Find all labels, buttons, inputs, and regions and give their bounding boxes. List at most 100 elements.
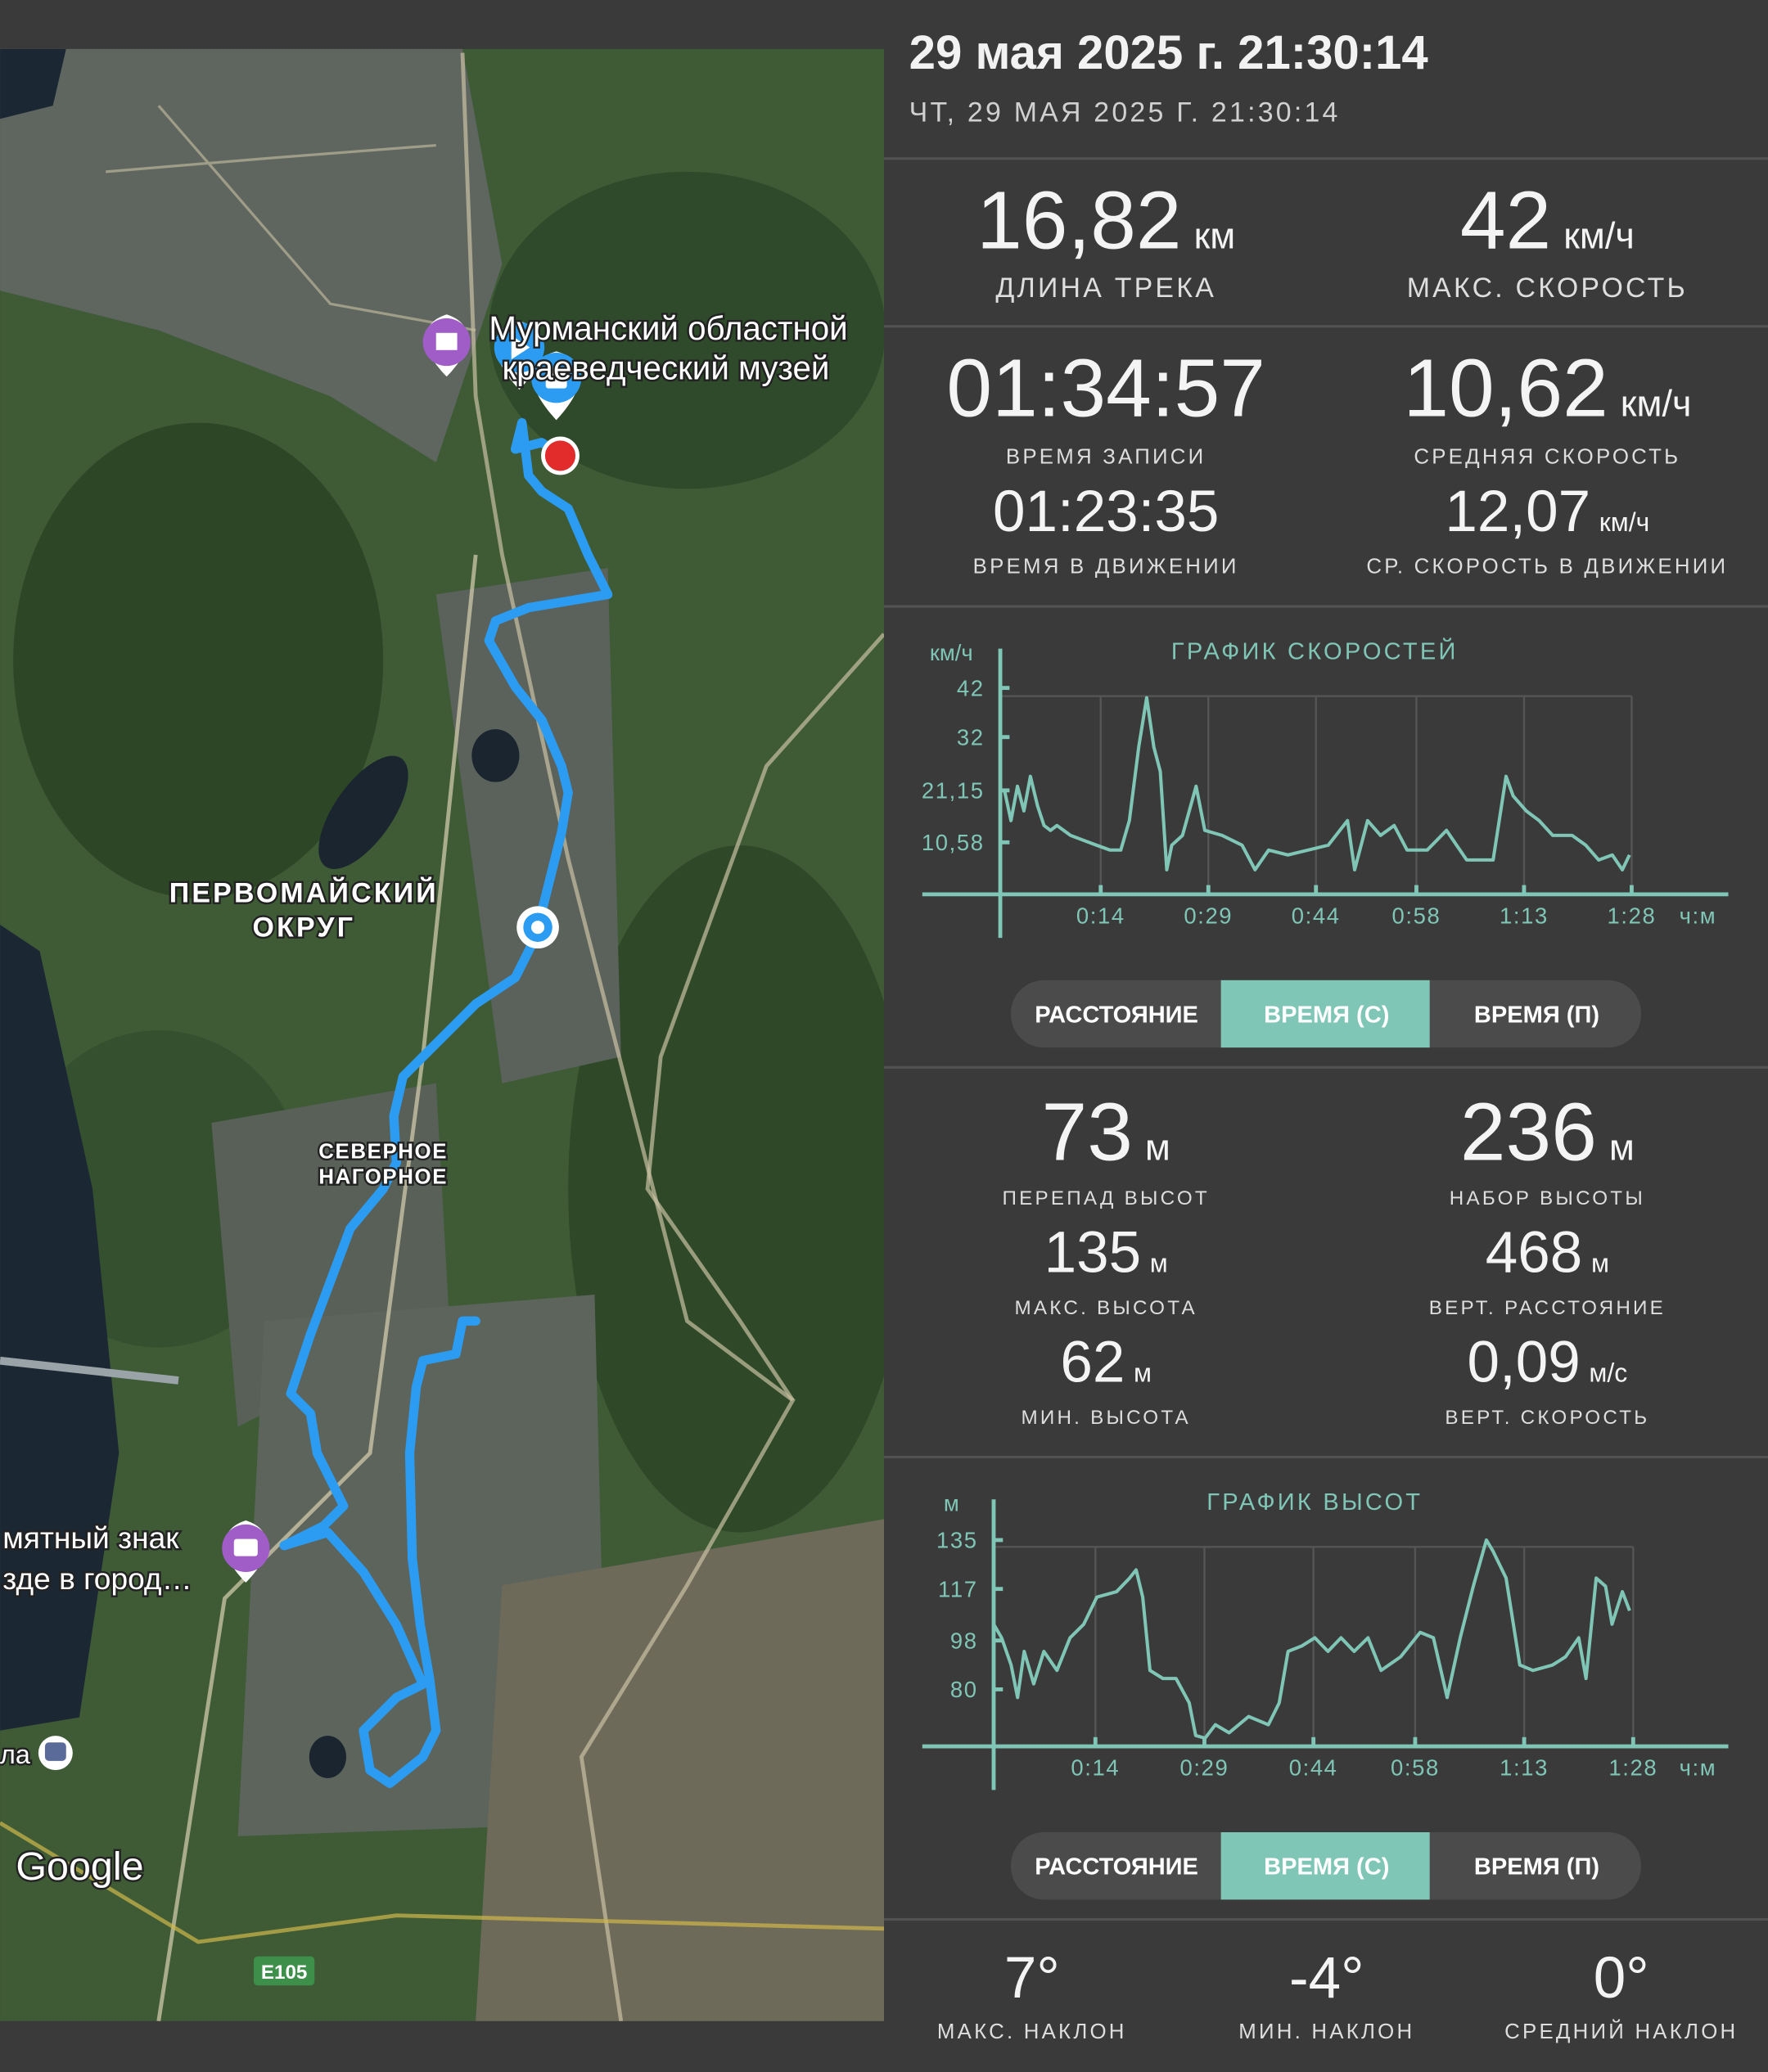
stat-value: 01:34:57 bbox=[946, 342, 1265, 434]
y-tick-label: 32 bbox=[957, 724, 985, 750]
end-pin[interactable] bbox=[530, 351, 582, 421]
map-label: зде в город… bbox=[2, 1561, 192, 1596]
x-tick-label: 1:13 bbox=[1500, 1755, 1549, 1781]
toggle-option[interactable]: РАССТОЯНИЕ bbox=[1035, 1854, 1198, 1881]
chart-title: ГРАФИК ВЫСОТ bbox=[1206, 1489, 1423, 1516]
stat-label: МАКС. СКОРОСТЬ bbox=[1407, 273, 1688, 304]
x-tick-label: 0:44 bbox=[1292, 903, 1341, 928]
stat-label: МАКС. ВЫСОТА bbox=[1015, 1297, 1197, 1319]
stat-unit: м bbox=[1134, 1358, 1152, 1388]
stat-value: 16,82 км bbox=[976, 174, 1235, 266]
stat-value: 42 км/ч bbox=[1460, 174, 1635, 266]
y-tick-label: 21,15 bbox=[922, 778, 985, 804]
stat-number: 12,07 bbox=[1445, 480, 1590, 544]
x-tick-label: 1:28 bbox=[1608, 1755, 1658, 1781]
x-tick-label: 1:13 bbox=[1500, 903, 1549, 928]
y-tick-label: 80 bbox=[950, 1677, 978, 1702]
stat-number: 468 bbox=[1486, 1221, 1582, 1286]
toggle-active bbox=[1220, 1832, 1430, 1900]
stat-value: 73 м bbox=[1042, 1086, 1170, 1178]
map-label: ОКРУГ bbox=[253, 912, 356, 944]
data-line bbox=[992, 1538, 1631, 1741]
stat-number: 16,82 bbox=[976, 174, 1181, 266]
stat-unit: км/ч bbox=[1563, 214, 1635, 256]
x-axis-label: ч:м bbox=[1680, 1755, 1717, 1781]
stat-label: ВРЕМЯ В ДВИЖЕНИИ bbox=[973, 556, 1239, 579]
stat-value: 236 м bbox=[1460, 1086, 1635, 1178]
stat-label: ВРЕМЯ ЗАПИСИ bbox=[1006, 446, 1206, 469]
y-tick-label: 10,58 bbox=[922, 830, 985, 855]
stat-value: -4° bbox=[1289, 1946, 1364, 2011]
stat-label: СРЕДНЯЯ СКОРОСТЬ bbox=[1414, 446, 1680, 469]
y-axis-label: м bbox=[944, 1491, 959, 1516]
metro-icon[interactable] bbox=[38, 1736, 73, 1771]
map-label: ПЕРВОМАЙСКИЙ bbox=[169, 877, 439, 909]
stat-label: МАКС. НАКЛОН bbox=[937, 2020, 1127, 2043]
camera-pin[interactable] bbox=[222, 1520, 270, 1583]
stat-label: ВЕРТ. СКОРОСТЬ bbox=[1445, 1407, 1649, 1429]
stat-number: 01:23:35 bbox=[993, 480, 1219, 544]
stat-number: 236 bbox=[1460, 1086, 1597, 1178]
stat-number: 62 bbox=[1060, 1331, 1125, 1395]
stat-value: 62 м bbox=[1060, 1331, 1152, 1395]
stat-number: 01:34:57 bbox=[946, 342, 1265, 434]
stat-value: 0° bbox=[1594, 1946, 1649, 2011]
x-tick-label: 0:29 bbox=[1184, 903, 1233, 928]
museum-pin[interactable] bbox=[422, 314, 471, 377]
toggle-option[interactable]: ВРЕМЯ (П) bbox=[1474, 1854, 1599, 1881]
start-pin[interactable] bbox=[494, 321, 545, 390]
stat-unit: м bbox=[1591, 1249, 1609, 1278]
stat-unit: м bbox=[1150, 1249, 1168, 1278]
road-label: E105 bbox=[261, 1962, 308, 1984]
data-line bbox=[1003, 696, 1631, 872]
y-axis-label: км/ч bbox=[930, 640, 973, 665]
stat-value: 135 м bbox=[1044, 1221, 1168, 1286]
stat-unit: км bbox=[1194, 214, 1236, 256]
y-tick-label: 117 bbox=[938, 1576, 978, 1601]
google-logo: Google bbox=[16, 1845, 143, 1889]
stat-number: -4° bbox=[1289, 1946, 1364, 2011]
stat-number: 42 bbox=[1460, 174, 1551, 266]
stat-unit: м bbox=[1145, 1126, 1170, 1168]
x-axis-label: ч:м bbox=[1680, 903, 1717, 928]
waypoint[interactable] bbox=[516, 906, 559, 949]
dividers bbox=[884, 157, 1768, 1921]
map-label: ла bbox=[0, 1740, 30, 1769]
stat-number: 0,09 bbox=[1468, 1331, 1581, 1395]
stat-label: СРЕДНИЙ НАКЛОН bbox=[1504, 2019, 1738, 2043]
stat-value: 10,62 км/ч bbox=[1403, 342, 1691, 434]
stat-label: НАБОР ВЫСОТЫ bbox=[1450, 1187, 1645, 1209]
x-tick-label: 0:14 bbox=[1071, 1755, 1120, 1781]
toggle-option[interactable]: ВРЕМЯ (П) bbox=[1474, 1002, 1599, 1028]
map-label: НАГОРНОЕ bbox=[318, 1165, 448, 1188]
map[interactable]: Мурманский областной краеведческий музей… bbox=[0, 48, 912, 2021]
map-label: Мурманский областной bbox=[489, 309, 847, 347]
stat-number: 135 bbox=[1044, 1221, 1142, 1286]
toggle-option[interactable]: ВРЕМЯ (С) bbox=[1264, 1002, 1389, 1028]
stat-label: МИН. НАКЛОН bbox=[1238, 2020, 1414, 2043]
stat-label: СР. СКОРОСТЬ В ДВИЖЕНИИ bbox=[1366, 556, 1728, 579]
stat-number: 0° bbox=[1594, 1946, 1649, 2011]
x-tick-label: 0:58 bbox=[1392, 903, 1441, 928]
toggle-option[interactable]: РАССТОЯНИЕ bbox=[1035, 1002, 1198, 1028]
stat-number: 73 bbox=[1042, 1086, 1133, 1178]
toggle-active bbox=[1220, 980, 1430, 1048]
toggle-option[interactable]: ВРЕМЯ (С) bbox=[1264, 1854, 1389, 1881]
stat-value: 01:23:35 bbox=[993, 480, 1219, 544]
map-label: СЕВЕРНОЕ bbox=[318, 1141, 448, 1164]
chart-title: ГРАФИК СКОРОСТЕЙ bbox=[1171, 637, 1459, 665]
road-badge bbox=[253, 1956, 315, 1986]
x-tick-label: 0:29 bbox=[1180, 1755, 1229, 1781]
stat-value: 7° bbox=[1004, 1946, 1060, 2011]
stat-value: 12,07 км/ч bbox=[1445, 480, 1649, 544]
y-tick-label: 135 bbox=[936, 1528, 978, 1553]
stat-unit: м bbox=[1609, 1126, 1635, 1168]
stat-number: 10,62 bbox=[1403, 342, 1608, 434]
stat-unit: км/ч bbox=[1599, 507, 1649, 537]
stat-number: 7° bbox=[1004, 1946, 1060, 2011]
stat-label: МИН. ВЫСОТА bbox=[1021, 1407, 1190, 1429]
map-label: мятный знак bbox=[2, 1520, 179, 1555]
stat-unit: м/с bbox=[1589, 1358, 1627, 1388]
x-tick-label: 0:14 bbox=[1076, 903, 1125, 928]
